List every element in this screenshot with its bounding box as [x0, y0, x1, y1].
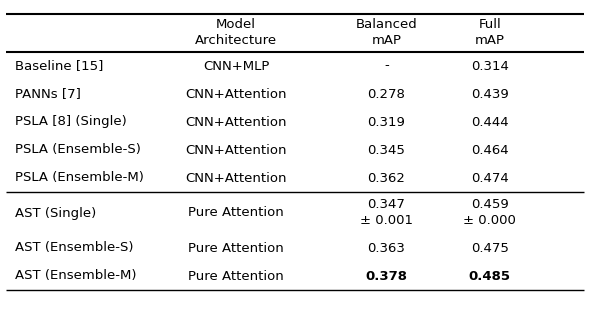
Text: 0.444: 0.444 — [471, 116, 509, 129]
Text: 0.345: 0.345 — [368, 143, 405, 156]
Text: PSLA (Ensemble-M): PSLA (Ensemble-M) — [15, 172, 143, 185]
Text: 0.475: 0.475 — [471, 242, 509, 254]
Text: CNN+Attention: CNN+Attention — [185, 87, 287, 100]
Text: 0.319: 0.319 — [368, 116, 405, 129]
Text: -: - — [384, 60, 389, 73]
Text: Pure Attention: Pure Attention — [188, 242, 284, 254]
Text: CNN+Attention: CNN+Attention — [185, 116, 287, 129]
Text: Balanced
mAP: Balanced mAP — [356, 19, 417, 47]
Text: AST (Ensemble-S): AST (Ensemble-S) — [15, 242, 133, 254]
Text: 0.439: 0.439 — [471, 87, 509, 100]
Text: CNN+MLP: CNN+MLP — [203, 60, 269, 73]
Text: Pure Attention: Pure Attention — [188, 269, 284, 283]
Text: 0.459
± 0.000: 0.459 ± 0.000 — [463, 198, 516, 228]
Text: AST (Single): AST (Single) — [15, 206, 96, 220]
Text: 0.363: 0.363 — [368, 242, 405, 254]
Text: 0.362: 0.362 — [368, 172, 405, 185]
Text: PSLA [8] (Single): PSLA [8] (Single) — [15, 116, 126, 129]
Text: CNN+Attention: CNN+Attention — [185, 172, 287, 185]
Text: PSLA (Ensemble-S): PSLA (Ensemble-S) — [15, 143, 140, 156]
Text: Model
Architecture: Model Architecture — [195, 19, 277, 47]
Text: 0.347
± 0.001: 0.347 ± 0.001 — [360, 198, 413, 228]
Text: 0.464: 0.464 — [471, 143, 509, 156]
Text: Pure Attention: Pure Attention — [188, 206, 284, 220]
Text: 0.278: 0.278 — [368, 87, 405, 100]
Text: 0.378: 0.378 — [365, 269, 408, 283]
Text: 0.485: 0.485 — [468, 269, 511, 283]
Text: 0.474: 0.474 — [471, 172, 509, 185]
Text: AST (Ensemble-M): AST (Ensemble-M) — [15, 269, 136, 283]
Text: Baseline [15]: Baseline [15] — [15, 60, 103, 73]
Text: Full
mAP: Full mAP — [475, 19, 504, 47]
Text: 0.314: 0.314 — [471, 60, 509, 73]
Text: PANNs [7]: PANNs [7] — [15, 87, 81, 100]
Text: CNN+Attention: CNN+Attention — [185, 143, 287, 156]
